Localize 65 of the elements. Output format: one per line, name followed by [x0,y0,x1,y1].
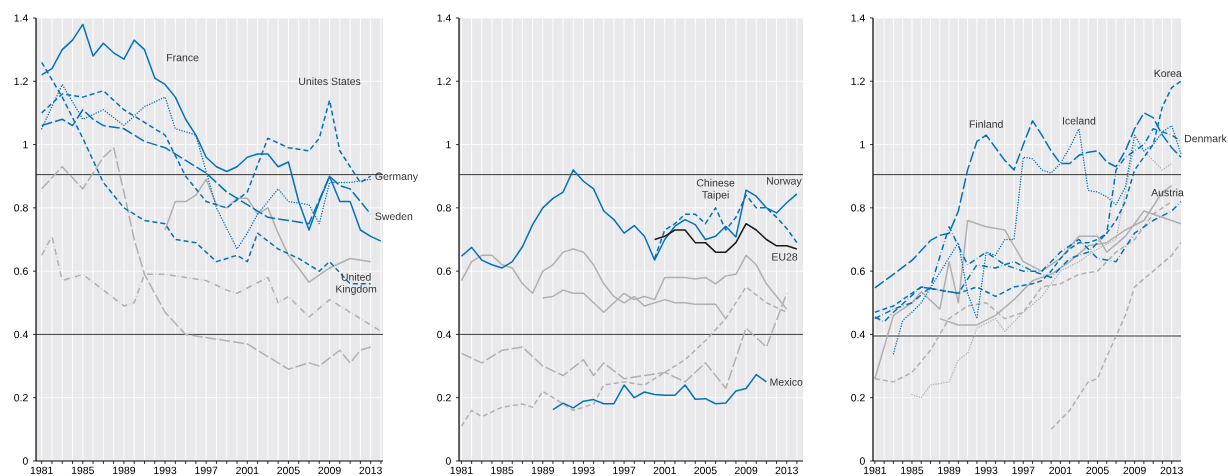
x-tick-label: 1989 [938,466,961,475]
x-tick-label: 1997 [195,466,218,475]
series-label: Iceland [1062,116,1096,125]
x-tick-label: 1993 [572,466,595,475]
y-tick-label: 0.2 [437,393,451,402]
x-tick-label: 1981 [863,466,887,475]
x-tick-label: 1985 [71,466,95,475]
y-tick-label: 0 [445,457,451,465]
y-tick-label: 1 [446,140,451,149]
x-tick-label: 2009 [734,466,758,475]
series-label: United Kingdom [336,272,377,295]
x-tick-label: 1981 [30,466,53,475]
y-tick-label: 0 [859,457,865,465]
y-tick-label: 0.6 [14,267,28,275]
y-tick-label: 0.4 [851,330,865,339]
y-tick-label: 0.8 [437,204,451,212]
y-tick-label: 0.4 [437,330,451,339]
series-label: Austria [1151,188,1184,197]
x-tick-label: 2013 [359,466,382,475]
x-tick-label: 2005 [1086,466,1109,475]
series-label: Germany [375,172,419,183]
x-tick-label: 2001 [653,466,676,475]
x-tick-label: 2005 [694,466,717,475]
x-tick-label: 1997 [613,466,636,475]
y-tick-label: 1.2 [14,77,28,85]
x-tick-label: 1993 [975,466,998,475]
x-tick-label: 2001 [236,466,259,475]
y-tick-label: 0.2 [851,393,865,402]
x-tick-label: 1985 [901,466,924,475]
series-label: EU28 [772,253,798,261]
series-label: Sweden [375,212,413,221]
y-tick-label: 1.4 [14,14,28,22]
y-tick-label: 0.2 [14,393,28,402]
x-tick-label: 2013 [775,466,798,475]
x-tick-label: 2005 [277,466,300,475]
series-label: Korea [1154,69,1182,78]
x-tick-label: 2013 [1160,466,1183,475]
series-label: Finland [969,120,1003,128]
x-tick-label: 1989 [113,466,136,475]
series-label: Denmark [1185,134,1227,143]
y-tick-label: 0.4 [14,330,28,339]
y-tick-label: 0.8 [14,204,28,212]
y-tick-label: 1.4 [851,14,865,22]
y-tick-label: 1.4 [437,14,451,22]
series-label: France [167,53,199,62]
x-tick-label: 1985 [491,466,514,475]
x-tick-label: 2009 [318,466,341,475]
x-tick-label: 2001 [1049,466,1072,475]
y-tick-label: 0.8 [851,204,865,212]
y-tick-label: 1.2 [437,77,451,85]
x-tick-label: 1997 [1012,466,1035,475]
y-tick-label: 1.2 [851,77,865,85]
y-tick-label: 1 [860,140,865,149]
y-tick-label: 1 [23,140,28,149]
series-label: Norway [766,177,802,187]
y-tick-label: 0.6 [437,267,451,275]
series-label: Unites States [299,77,361,86]
y-tick-label: 0.6 [851,267,865,275]
series-label: Chinese Taipei [696,178,735,201]
x-tick-label: 1981 [450,466,473,475]
x-tick-label: 2009 [1123,466,1146,475]
x-tick-label: 1993 [154,466,177,475]
x-tick-label: 1989 [531,466,554,475]
series-label: Mexico [770,378,803,386]
y-tick-label: 0 [22,457,28,465]
